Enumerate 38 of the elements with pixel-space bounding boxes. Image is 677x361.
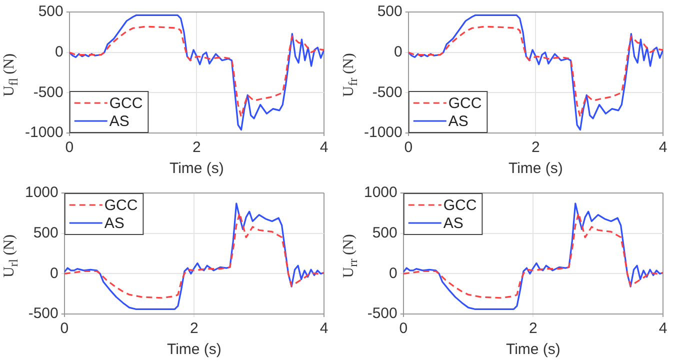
x-tick-label: 4 [658, 320, 668, 338]
y-tick-label: 1000 [364, 184, 398, 202]
x-axis-title: Time (s) [508, 160, 563, 178]
y-tick-label: -500 [28, 305, 58, 322]
x-tick-label: 2 [532, 139, 540, 156]
legend-label: GCC [443, 197, 477, 214]
line-series [403, 212, 663, 299]
x-tick-label: 2 [529, 320, 538, 338]
x-axis-title: Time (s) [166, 341, 222, 358]
y-tick-label: 1000 [24, 184, 58, 202]
y-tick-label: -1000 [364, 124, 402, 142]
y-tick-label: 0 [389, 264, 398, 282]
x-tick-label: 2 [190, 320, 198, 338]
y-tick-label: 500 [38, 3, 64, 20]
y-tick-label: 0 [55, 43, 64, 60]
x-tick-label: 2 [192, 139, 201, 156]
legend-label: AS [443, 215, 464, 232]
legend-label: AS [104, 215, 124, 232]
y-tick-label: 500 [372, 224, 398, 242]
legend-label: GCC [109, 95, 143, 112]
x-tick-label: 4 [320, 139, 328, 156]
legend-label: AS [109, 113, 130, 130]
x-tick-label: 4 [658, 139, 668, 156]
line-series [64, 212, 324, 299]
legend-label: GCC [448, 95, 482, 112]
x-tick-label: 4 [320, 320, 328, 338]
y-tick-label: -1000 [24, 124, 64, 142]
y-tick-label: -500 [33, 84, 64, 101]
y-tick-label: -500 [367, 305, 398, 322]
y-tick-label: 500 [33, 224, 58, 242]
y-tick-label: 0 [394, 43, 402, 60]
x-axis-title: Time (s) [506, 341, 560, 358]
legend-label: AS [448, 113, 468, 130]
x-axis-title: Time (s) [169, 160, 224, 178]
y-tick-label: 0 [50, 264, 58, 282]
legend-label: GCC [104, 197, 138, 214]
y-tick-label: -500 [372, 84, 402, 101]
y-tick-label: 500 [377, 3, 402, 20]
